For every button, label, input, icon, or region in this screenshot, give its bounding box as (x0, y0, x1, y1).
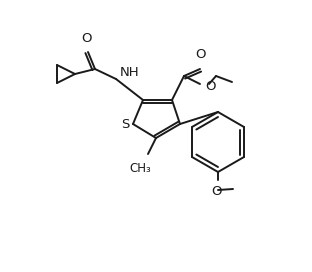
Text: O: O (211, 185, 221, 198)
Text: O: O (81, 32, 91, 45)
Text: O: O (195, 48, 205, 61)
Text: S: S (121, 119, 129, 131)
Text: O: O (205, 79, 216, 92)
Text: CH₃: CH₃ (129, 162, 151, 175)
Text: NH: NH (120, 66, 140, 79)
